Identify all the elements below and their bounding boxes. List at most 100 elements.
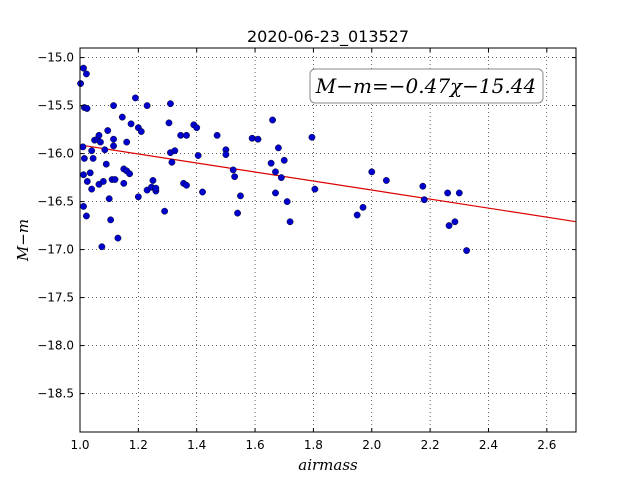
data-point — [110, 135, 117, 143]
data-point — [114, 234, 122, 242]
data-point — [444, 189, 452, 197]
x-tick-label: 1.2 — [129, 438, 148, 452]
data-point — [420, 196, 428, 204]
grid-lines — [79, 48, 576, 432]
y-tick-label: −16.0 — [37, 147, 74, 161]
data-point — [382, 177, 390, 184]
y-tick-label: −16.5 — [37, 195, 74, 209]
chart-title: 2020-06-23_013527 — [247, 27, 409, 47]
x-tick-label: 2.2 — [421, 438, 440, 452]
x-tick-label: 1.8 — [304, 438, 323, 452]
data-point — [104, 127, 112, 134]
data-point — [231, 173, 239, 181]
plot-area — [80, 48, 576, 432]
data-point — [107, 216, 115, 224]
data-point — [99, 178, 107, 185]
data-point — [83, 212, 90, 220]
x-axis-label: airmass — [298, 456, 358, 474]
fit-equation-box — [309, 68, 544, 104]
data-point — [277, 174, 285, 182]
data-point — [80, 171, 87, 179]
data-point — [137, 128, 145, 135]
data-point — [213, 131, 221, 139]
y-tick-label: −15.0 — [37, 51, 74, 65]
data-point — [183, 181, 190, 189]
data-point — [110, 142, 117, 150]
x-tick-label: 2.4 — [479, 438, 498, 452]
fit-equation-label: M−m=−0.47χ−15.44 — [315, 74, 536, 98]
data-point — [248, 134, 256, 142]
data-point — [308, 133, 316, 141]
data-point — [97, 138, 104, 146]
data-point — [254, 135, 262, 143]
data-point — [193, 124, 201, 132]
data-point — [168, 158, 176, 166]
data-point — [311, 185, 319, 193]
y-tick-label: −17.0 — [37, 243, 74, 257]
data-point — [177, 131, 185, 139]
data-point — [83, 70, 90, 78]
data-point — [152, 184, 160, 192]
data-point — [110, 102, 117, 110]
data-point — [234, 209, 241, 217]
plot-frame — [79, 47, 577, 433]
data-point — [88, 185, 96, 193]
x-tick-label: 2.0 — [362, 438, 381, 452]
data-point — [161, 207, 169, 215]
data-point — [199, 188, 206, 196]
y-axis-label: M−m — [14, 219, 32, 262]
data-point — [95, 131, 103, 139]
data-point — [102, 160, 110, 168]
x-tick-labels: 1.0 1.2 1.4 1.6 1.8 2.0 2.2 2.4 2.6 — [70, 438, 556, 452]
data-point — [120, 179, 128, 187]
data-point — [272, 168, 279, 176]
data-point — [194, 152, 202, 159]
x-tick-label: 2.6 — [537, 438, 556, 452]
data-point — [126, 170, 134, 178]
data-point — [143, 102, 151, 110]
data-point — [451, 218, 459, 226]
data-point — [80, 64, 87, 72]
fit-line-group — [79, 144, 577, 223]
data-points — [77, 64, 470, 254]
data-point — [359, 203, 367, 211]
data-point — [77, 80, 84, 87]
data-point — [123, 138, 131, 146]
data-point — [368, 168, 376, 176]
data-point — [132, 94, 139, 102]
data-point — [272, 189, 279, 197]
data-point — [149, 177, 157, 184]
data-point — [283, 198, 291, 206]
data-point — [105, 195, 113, 203]
x-tick-label: 1.4 — [187, 438, 206, 452]
data-point — [101, 146, 109, 154]
data-point — [222, 151, 230, 158]
data-point — [134, 193, 142, 201]
data-point — [455, 189, 463, 197]
data-point — [183, 131, 190, 139]
data-point — [86, 169, 94, 177]
data-point — [280, 156, 288, 164]
data-point — [267, 159, 275, 167]
data-point — [353, 211, 361, 219]
data-point — [419, 182, 427, 190]
y-tick-label: −18.5 — [37, 387, 74, 401]
y-tick-labels: −15.0 −15.5 −16.0 −16.5 −17.0 −17.5 −18.0 −18.5 — [37, 51, 74, 401]
data-point — [286, 218, 294, 226]
data-point — [83, 178, 91, 185]
data-point — [165, 119, 173, 127]
y-tick-label: −15.5 — [37, 99, 74, 113]
data-point — [167, 100, 174, 108]
data-point — [80, 154, 88, 162]
data-point — [463, 247, 470, 254]
data-point — [269, 116, 276, 124]
data-point — [88, 147, 96, 155]
x-tick-label: 1.6 — [246, 438, 265, 452]
x-tick-label: 1.0 — [70, 438, 89, 452]
data-point — [83, 105, 91, 112]
data-point — [98, 243, 106, 251]
data-point — [445, 222, 453, 230]
data-point — [111, 176, 119, 183]
data-point — [237, 192, 244, 200]
